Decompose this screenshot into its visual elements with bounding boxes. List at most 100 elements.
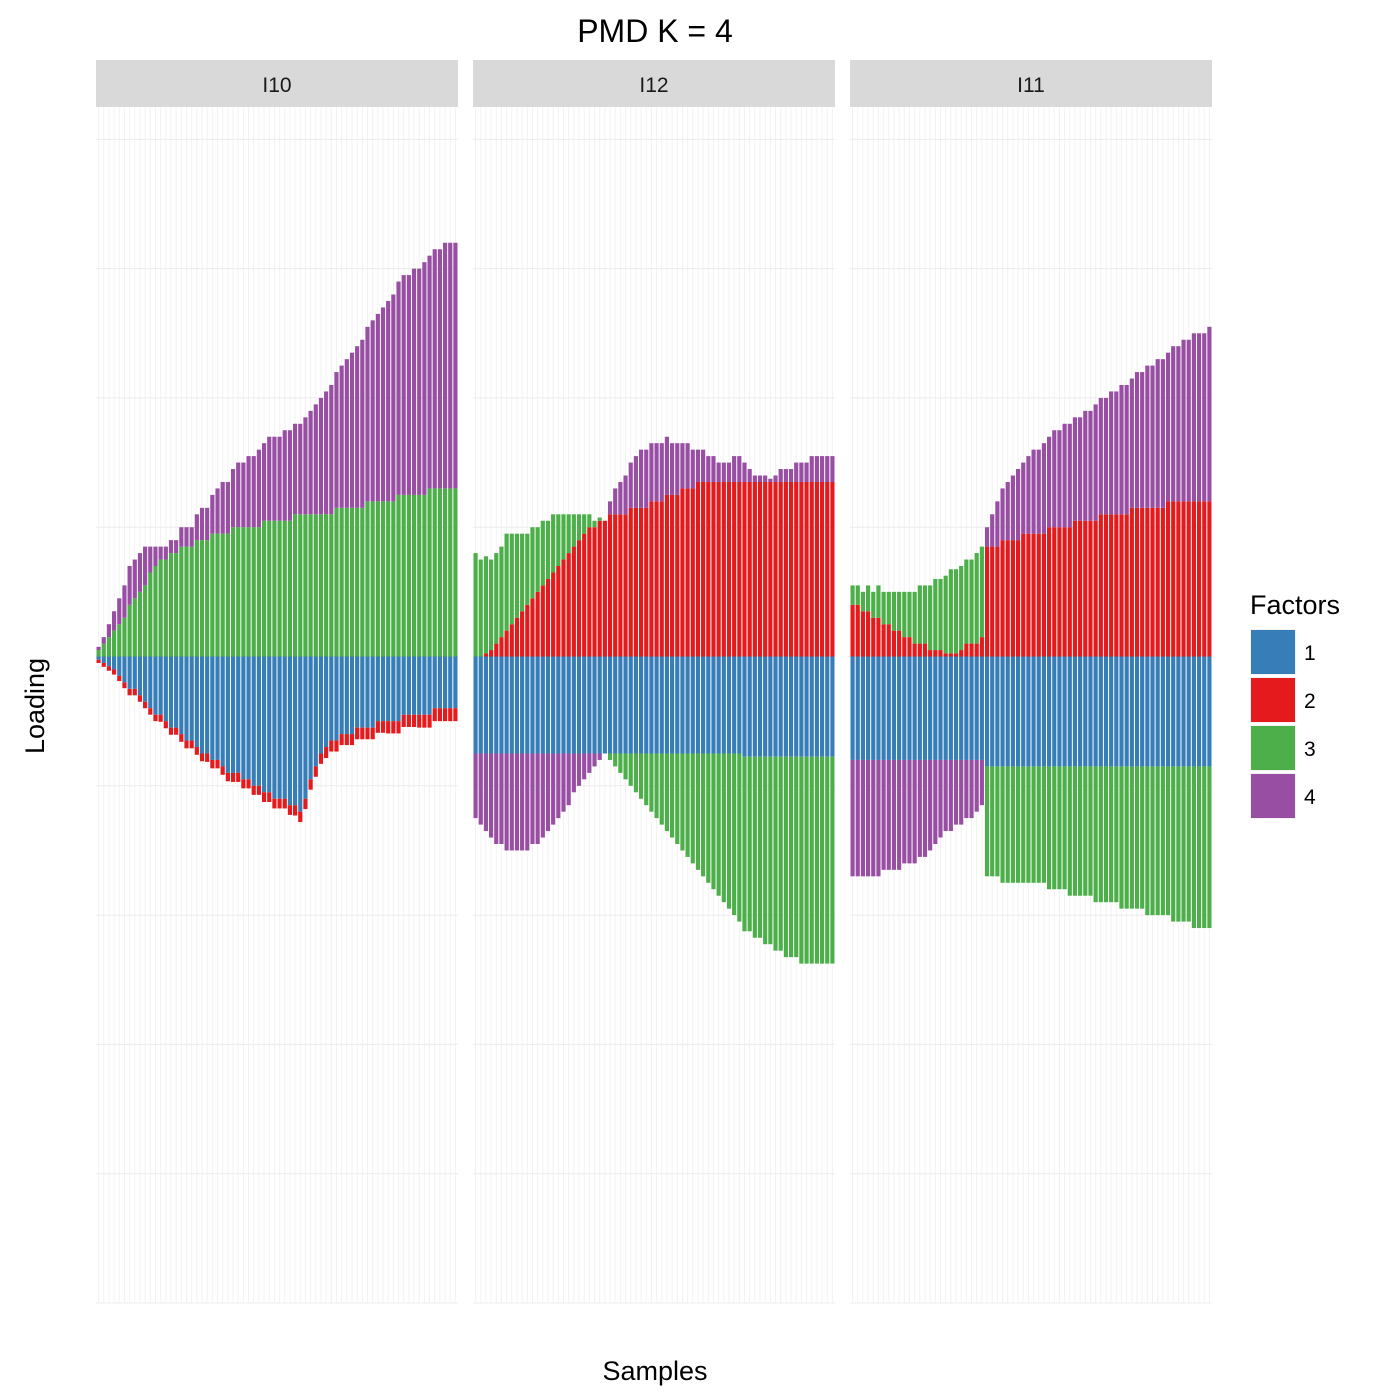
bar-segment-factor-3 — [866, 585, 871, 612]
bar-segment-factor-2 — [1026, 533, 1031, 657]
bar-segment-factor-1 — [230, 656, 236, 773]
bar-segment-factor-1 — [535, 656, 540, 754]
bar-segment-factor-2 — [365, 727, 370, 740]
bar-segment-factor-3 — [1171, 766, 1176, 922]
bar-segment-factor-3 — [132, 598, 137, 657]
bar-segment-factor-4 — [1000, 488, 1005, 541]
bar-segment-factor-1 — [633, 656, 638, 754]
bar-segment-factor-1 — [902, 656, 907, 760]
bar-segment-factor-2 — [236, 772, 241, 782]
bar-segment-factor-1 — [313, 656, 318, 767]
bar-segment-factor-2 — [1036, 533, 1041, 657]
bar-segment-factor-2 — [618, 514, 623, 657]
bar-segment-factor-2 — [984, 546, 990, 657]
bar-segment-factor-1 — [1041, 656, 1047, 767]
bar-segment-factor-3 — [365, 501, 370, 657]
bar-segment-factor-2 — [1119, 514, 1124, 657]
bar-segment-factor-1 — [1036, 656, 1041, 767]
bar-segment-factor-4 — [509, 753, 514, 851]
bar-segment-factor-1 — [912, 656, 917, 760]
bar-segment-factor-4 — [1176, 346, 1181, 502]
bar-segment-factor-1 — [267, 656, 272, 793]
bar-segment-factor-1 — [685, 656, 690, 754]
bar-segment-factor-2 — [504, 630, 509, 657]
bar-segment-factor-3 — [783, 756, 788, 958]
bar-segment-factor-3 — [953, 569, 959, 654]
bar-segment-factor-2 — [556, 566, 561, 657]
bar-segment-factor-4 — [809, 456, 814, 482]
bar-segment-factor-2 — [375, 721, 380, 733]
bar-segment-factor-1 — [825, 656, 830, 757]
bar-segment-factor-1 — [891, 656, 897, 760]
bar-segment-factor-3 — [613, 753, 618, 767]
bar-segment-factor-1 — [355, 656, 360, 728]
bar-segment-factor-4 — [891, 759, 897, 870]
bar-segment-factor-1 — [261, 656, 267, 793]
bar-segment-factor-1 — [618, 656, 623, 754]
legend-key-swatch — [1251, 630, 1295, 674]
bar-segment-factor-4 — [158, 546, 163, 560]
bar-segment-factor-2 — [432, 708, 437, 722]
bar-segment-factor-4 — [272, 436, 277, 521]
bar-segment-factor-3 — [979, 546, 984, 638]
bar-series-group — [473, 436, 835, 964]
bar-segment-factor-1 — [246, 656, 251, 780]
bar-segment-factor-2 — [112, 669, 117, 675]
bar-segment-factor-2 — [742, 481, 747, 657]
bar-segment-factor-2 — [649, 501, 654, 657]
bar-segment-factor-2 — [380, 721, 386, 733]
bar-segment-factor-3 — [401, 494, 406, 657]
bar-segment-factor-4 — [773, 475, 778, 482]
bar-segment-factor-2 — [494, 643, 499, 657]
bar-segment-factor-4 — [1067, 423, 1072, 528]
bar-segment-factor-4 — [706, 456, 711, 482]
bar-segment-factor-4 — [453, 242, 458, 489]
bar-segment-factor-1 — [525, 656, 530, 754]
bar-segment-factor-1 — [695, 656, 701, 754]
bar-segment-factor-3 — [267, 520, 272, 657]
bar-segment-factor-2 — [174, 727, 179, 735]
bar-segment-factor-1 — [112, 656, 117, 670]
bar-segment-factor-1 — [675, 656, 680, 754]
bar-segment-factor-1 — [1114, 656, 1119, 767]
bar-segment-factor-3 — [1083, 766, 1088, 896]
bar-segment-factor-1 — [788, 656, 794, 757]
bar-segment-factor-3 — [830, 756, 835, 964]
bar-segment-factor-2 — [1124, 514, 1129, 657]
bar-segment-factor-4 — [137, 553, 143, 592]
bar-segment-factor-3 — [194, 540, 199, 657]
bar-segment-factor-3 — [1088, 766, 1093, 896]
bar-segment-factor-2 — [778, 481, 783, 657]
bar-segment-factor-4 — [256, 449, 261, 528]
bar-segment-factor-1 — [1181, 656, 1186, 767]
bar-segment-factor-4 — [551, 753, 556, 825]
bar-segment-factor-1 — [638, 656, 644, 754]
bar-segment-factor-2 — [886, 624, 891, 657]
bar-segment-factor-2 — [1103, 514, 1109, 657]
bar-segment-factor-1 — [1047, 656, 1052, 767]
bar-segment-factor-2 — [1057, 527, 1062, 657]
bar-segment-factor-4 — [1031, 449, 1036, 534]
bar-segment-factor-4 — [819, 456, 825, 482]
bar-segment-factor-3 — [1181, 766, 1186, 922]
bar-segment-factor-1 — [974, 656, 979, 760]
bar-segment-factor-1 — [1031, 656, 1036, 767]
bar-segment-factor-4 — [917, 759, 922, 857]
bar-segment-factor-4 — [799, 462, 804, 482]
bar-segment-factor-4 — [597, 753, 602, 760]
bar-segment-factor-3 — [199, 540, 205, 657]
bar-segment-factor-4 — [1083, 410, 1088, 521]
bar-segment-factor-3 — [483, 556, 489, 654]
bar-segment-factor-4 — [148, 546, 153, 573]
bar-segment-factor-1 — [272, 656, 277, 799]
bar-segment-factor-3 — [1155, 766, 1160, 916]
bar-segment-factor-1 — [783, 656, 788, 757]
bar-segment-factor-3 — [876, 585, 881, 618]
facet-panel-i12: I12 — [473, 60, 835, 1304]
bar-segment-factor-3 — [117, 624, 122, 657]
bar-segment-factor-1 — [716, 656, 721, 754]
bar-segment-factor-2 — [442, 708, 448, 722]
bar-segment-factor-1 — [1093, 656, 1098, 767]
bar-segment-factor-4 — [417, 268, 422, 495]
bar-segment-factor-2 — [855, 604, 860, 657]
